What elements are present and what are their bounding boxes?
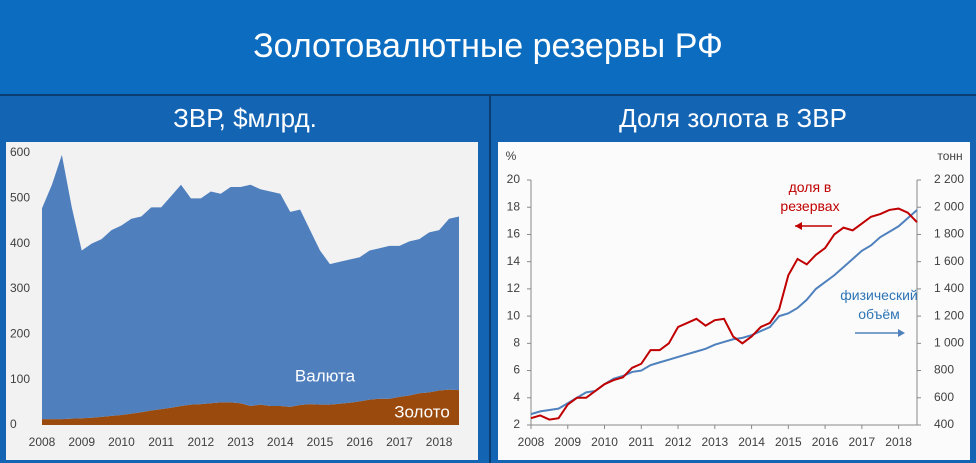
y-tick-label: 8 bbox=[513, 336, 520, 350]
x-tick-label: 2018 bbox=[885, 435, 912, 449]
y2-tick-label: 800 bbox=[934, 363, 954, 377]
x-tick-label: 2015 bbox=[307, 435, 334, 449]
y-tick-label: 10 bbox=[507, 308, 521, 322]
x-tick-label: 2012 bbox=[665, 435, 692, 449]
y-tick-label: 2 bbox=[513, 417, 520, 431]
y2-tick-label: 400 bbox=[934, 417, 954, 431]
y-tick-label: 4 bbox=[513, 390, 520, 404]
x-tick-label: 2012 bbox=[188, 435, 215, 449]
x-tick-label: 2015 bbox=[775, 435, 802, 449]
x-tick-label: 2008 bbox=[29, 435, 56, 449]
x-tick-label: 2017 bbox=[849, 435, 876, 449]
x-tick-label: 2010 bbox=[591, 435, 618, 449]
y-tick-label: 600 bbox=[10, 145, 30, 159]
y2-axis-label: тонн bbox=[937, 149, 962, 163]
y-tick-label: 0 bbox=[10, 417, 17, 431]
y2-tick-label: 1 200 bbox=[934, 308, 964, 322]
y-tick-label: 14 bbox=[507, 254, 521, 268]
x-tick-label: 2017 bbox=[386, 435, 413, 449]
y-tick-label: 20 bbox=[507, 172, 521, 186]
y-tick-label: 6 bbox=[513, 363, 520, 377]
series-label: Золото bbox=[394, 402, 450, 421]
x-tick-label: 2016 bbox=[812, 435, 839, 449]
y2-tick-label: 600 bbox=[934, 390, 954, 404]
x-tick-label: 2018 bbox=[426, 435, 453, 449]
y2-tick-label: 2 200 bbox=[934, 172, 964, 186]
y-tick-label: 16 bbox=[507, 227, 521, 241]
y-tick-label: 12 bbox=[507, 281, 521, 295]
series-label: доля в резервах bbox=[780, 179, 840, 214]
y-tick-label: 18 bbox=[507, 199, 521, 213]
y-tick-label: 200 bbox=[10, 327, 30, 341]
x-tick-label: 2009 bbox=[68, 435, 95, 449]
x-tick-label: 2013 bbox=[701, 435, 728, 449]
x-tick-label: 2009 bbox=[554, 435, 581, 449]
y-tick-label: 400 bbox=[10, 236, 30, 250]
title-banner bbox=[0, 0, 976, 94]
x-tick-label: 2011 bbox=[628, 435, 654, 449]
x-tick-label: 2013 bbox=[227, 435, 254, 449]
y-tick-label: 500 bbox=[10, 191, 30, 205]
x-tick-label: 2014 bbox=[267, 435, 294, 449]
x-tick-label: 2011 bbox=[148, 435, 174, 449]
panel-title: Доля золота в ЗВР bbox=[619, 103, 847, 133]
panel-title: ЗВР, $млрд. bbox=[173, 103, 317, 133]
chart-panel bbox=[498, 142, 970, 460]
y2-tick-label: 1 400 bbox=[934, 281, 964, 295]
arrow-head bbox=[898, 329, 905, 337]
line bbox=[530, 207, 918, 421]
series-label: Валюта bbox=[295, 366, 356, 385]
page-title: Золотовалютные резервы РФ bbox=[253, 27, 723, 65]
y2-tick-label: 1 600 bbox=[934, 254, 964, 268]
x-tick-label: 2008 bbox=[518, 435, 545, 449]
y2-tick-label: 2 000 bbox=[934, 199, 964, 213]
series-label: физический объём bbox=[840, 287, 918, 322]
x-tick-label: 2016 bbox=[346, 435, 373, 449]
y-tick-label: 100 bbox=[10, 372, 30, 386]
y-axis-label: % bbox=[506, 149, 517, 163]
x-tick-label: 2014 bbox=[738, 435, 765, 449]
area bbox=[42, 154, 459, 420]
area bbox=[42, 389, 459, 425]
y2-tick-label: 1 800 bbox=[934, 227, 964, 241]
x-tick-label: 2010 bbox=[108, 435, 135, 449]
arrow-head bbox=[795, 222, 802, 230]
y-tick-label: 300 bbox=[10, 281, 30, 295]
y2-tick-label: 1 000 bbox=[934, 336, 964, 350]
